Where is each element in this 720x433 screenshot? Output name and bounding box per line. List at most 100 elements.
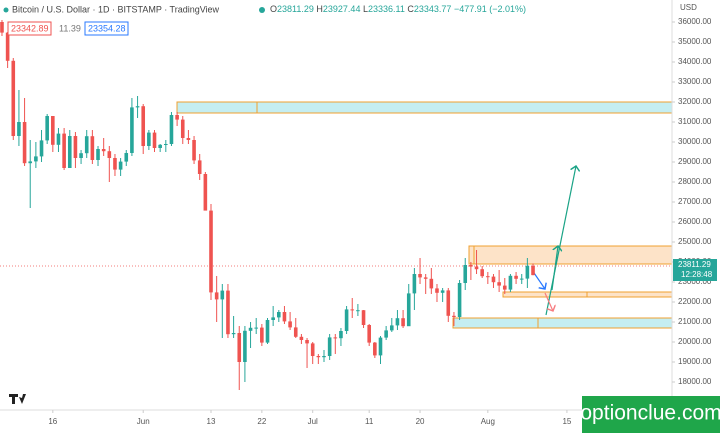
candle-body xyxy=(152,132,157,148)
candle-body xyxy=(17,122,21,136)
candle-body xyxy=(107,151,112,158)
candle-body xyxy=(305,340,309,344)
l-label: L xyxy=(363,4,368,14)
o-value: 23811.29 xyxy=(277,4,314,14)
candle-body xyxy=(248,327,253,331)
candle-body xyxy=(220,290,225,300)
candle-body xyxy=(310,343,315,356)
candle-body xyxy=(158,144,162,148)
candle-body xyxy=(463,265,468,283)
o-label: O xyxy=(270,4,277,14)
axes: 18000.00 19000.00 20000.00 21000.00 22000.00… xyxy=(48,17,712,426)
candle-body xyxy=(367,325,371,343)
y-tick-label: 33000.00 xyxy=(678,77,712,86)
candle-body xyxy=(356,310,360,312)
price-axis xyxy=(672,0,720,433)
candle-body xyxy=(322,356,326,358)
candle-body xyxy=(214,292,219,300)
candle-body xyxy=(265,320,270,343)
candle-body xyxy=(226,290,230,335)
tv-logo xyxy=(9,394,26,404)
candle-body xyxy=(457,283,462,317)
y-tick-label: 26000.00 xyxy=(678,217,712,226)
candle-body xyxy=(5,32,10,61)
watermark-box xyxy=(582,396,720,433)
candle-body xyxy=(395,318,400,326)
y-tick-label: 21000.00 xyxy=(678,317,712,326)
candle-body xyxy=(96,149,100,160)
ask: 23354.28 xyxy=(88,23,126,33)
x-tick-label: 15 xyxy=(562,417,571,426)
candle-body xyxy=(491,276,496,283)
candle-body xyxy=(531,265,535,276)
candle-body xyxy=(124,153,129,162)
candles xyxy=(0,20,535,390)
candle-body xyxy=(11,60,16,136)
candle-body xyxy=(84,136,89,154)
y-tick-label: 25000.00 xyxy=(678,237,712,246)
candle-body xyxy=(73,136,78,158)
ohlc: O23811.29 H23927.44 L23336.11 C23343.77 … xyxy=(270,4,526,14)
candle-body xyxy=(497,282,501,286)
candle-body xyxy=(316,356,321,358)
candle-body xyxy=(474,266,479,270)
candle-body xyxy=(429,278,434,289)
y-tick-label: 20000.00 xyxy=(678,337,712,346)
arrow-up xyxy=(551,246,558,291)
candle-body xyxy=(237,333,242,362)
candle-body xyxy=(135,106,140,108)
h-label: H xyxy=(316,4,323,14)
candle-body xyxy=(90,136,95,160)
x-tick-label: 20 xyxy=(416,417,425,426)
candle-body xyxy=(480,269,484,277)
drawings xyxy=(176,101,701,329)
y-tick-label: 36000.00 xyxy=(678,17,712,26)
candle-body xyxy=(34,156,38,162)
y-tick-label: 27000.00 xyxy=(678,197,712,206)
candle-body xyxy=(45,116,49,141)
c-label: C xyxy=(407,4,414,14)
candle-body xyxy=(180,119,185,138)
candle-body xyxy=(288,321,292,328)
candle-body xyxy=(452,315,456,317)
l-value: 23336.11 xyxy=(368,4,405,14)
candle-body xyxy=(406,293,411,327)
candle-body xyxy=(169,115,174,144)
candle-body xyxy=(514,275,518,279)
currency: USD xyxy=(680,3,697,12)
candle-body xyxy=(56,133,61,145)
candle-body xyxy=(209,210,213,293)
candle-body xyxy=(299,336,304,340)
candle-body xyxy=(412,274,417,294)
candle-body xyxy=(186,138,191,140)
candle-body xyxy=(389,325,394,331)
candle-body xyxy=(423,277,428,279)
candle-body xyxy=(254,327,259,329)
y-tick-label: 28000.00 xyxy=(678,177,712,186)
candle-body xyxy=(333,337,338,339)
candle-body xyxy=(384,330,388,338)
candle-body xyxy=(51,116,55,145)
candle-body xyxy=(293,327,298,337)
candle-body xyxy=(260,327,264,343)
candle-body xyxy=(141,106,146,146)
candle-body xyxy=(147,132,151,146)
x-tick-label: Aug xyxy=(481,417,495,426)
x-tick-label: 16 xyxy=(48,417,57,426)
market-dot xyxy=(259,7,265,13)
candle-body xyxy=(101,149,106,152)
candle-body xyxy=(350,309,355,311)
buy-box[interactable] xyxy=(84,21,129,36)
candle-body xyxy=(344,309,349,331)
sell-box[interactable] xyxy=(7,21,52,36)
candle-body xyxy=(203,174,208,211)
price-tag-value: 23811.29 xyxy=(678,260,711,269)
x-tick-label: 13 xyxy=(207,417,216,426)
candle-body xyxy=(339,331,343,339)
candle-body xyxy=(373,342,377,356)
candle-body xyxy=(243,330,247,362)
y-tick-label: 19000.00 xyxy=(678,357,712,366)
c-value: 23343.77 xyxy=(414,4,452,14)
watermark: optionclue.com xyxy=(580,402,720,425)
